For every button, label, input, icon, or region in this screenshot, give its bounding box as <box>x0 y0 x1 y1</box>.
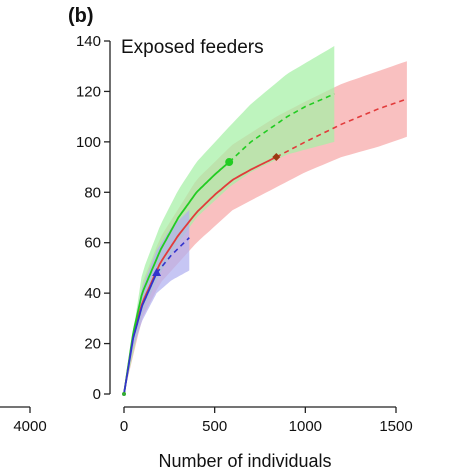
curve-interpolated-2 <box>123 272 158 395</box>
x-tick-label: 0 <box>120 418 128 435</box>
panel-a-x-tick-label: 4000 <box>13 418 46 435</box>
band-series-0 <box>124 61 407 394</box>
y-tick-label: 80 <box>84 184 101 201</box>
y-tick-label: 140 <box>76 33 101 50</box>
origin-point <box>122 392 126 396</box>
band-series-1 <box>124 46 335 394</box>
x-tick-label: 1500 <box>379 418 412 435</box>
y-tick-label: 100 <box>76 134 101 151</box>
observed-point-2 <box>152 267 162 276</box>
observed-point-0 <box>272 152 281 161</box>
curve-extrapolated-1 <box>228 93 335 163</box>
panel-label-b: (b) <box>68 5 94 27</box>
curves <box>123 93 408 395</box>
axes: 4000 0 20 40 60 80 100 120 140 0 500 1000 1500 <box>0 33 413 435</box>
y-tick-label: 60 <box>84 235 101 252</box>
y-tick-label: 20 <box>84 336 101 353</box>
curve-extrapolated-2 <box>156 237 190 274</box>
x-axis-title: Number of individuals <box>158 451 331 471</box>
curve-extrapolated-0 <box>275 98 408 158</box>
labels: (b) Exposed feeders Number of individual… <box>68 5 332 471</box>
y-tick-label: 120 <box>76 83 101 100</box>
plot-title: Exposed feeders <box>121 37 264 58</box>
x-tick-label: 500 <box>202 418 227 435</box>
observed-point-1 <box>225 158 234 167</box>
y-tick-label: 40 <box>84 285 101 302</box>
x-tick-label: 1000 <box>289 418 322 435</box>
curve-interpolated-1 <box>123 161 230 395</box>
y-tick-label: 0 <box>93 386 101 403</box>
observed-points <box>122 152 281 396</box>
confidence-bands <box>124 46 407 394</box>
band-series-2 <box>124 209 190 394</box>
